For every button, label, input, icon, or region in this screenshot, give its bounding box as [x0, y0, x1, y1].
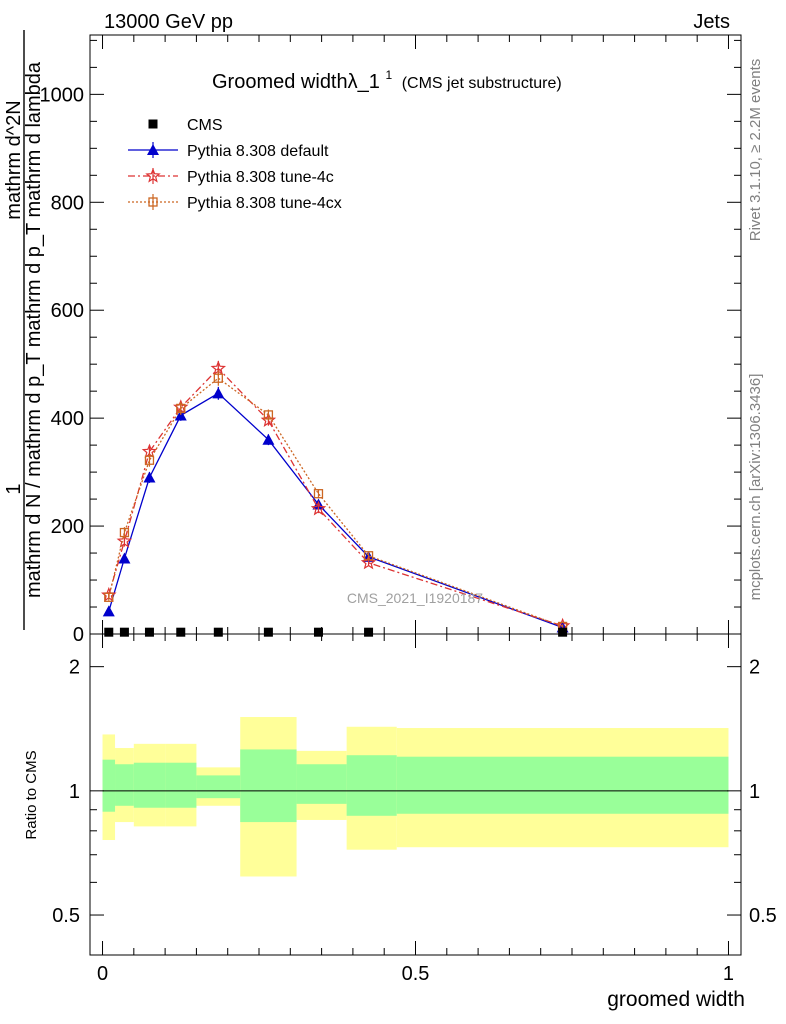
y-tick-label: 400	[51, 408, 84, 430]
y-tick-label: 1000	[40, 84, 85, 106]
legend-marker	[148, 119, 158, 129]
cms-data-point	[119, 627, 129, 637]
data-point	[363, 551, 374, 561]
series-pythia-8-308-tune-4c	[101, 360, 571, 633]
cms-data-point	[313, 627, 323, 637]
ratio-y-tick-label-right: 1	[749, 781, 760, 803]
data-point	[118, 552, 131, 564]
data-point	[213, 373, 223, 383]
ratio-y-tick-label-right: 2	[749, 657, 760, 679]
legend-entry-3: Pythia 8.308 tune-4cx	[128, 194, 342, 212]
x-tick-label: 0.5	[402, 963, 430, 985]
ratio-band-inner-7	[346, 755, 397, 816]
watermark: CMS_2021_I1920187	[347, 590, 483, 606]
ratio-band-inner-8	[396, 756, 729, 814]
data-point	[313, 489, 324, 499]
data-point	[212, 387, 225, 399]
data-point	[119, 527, 130, 538]
ratio-y-tick-label-left: 2	[69, 657, 80, 679]
cms-data-point	[213, 627, 223, 637]
y-label-main: mathrm d^2N	[3, 100, 25, 219]
axis-ticks: 0 200 400 600 800 1000 0 0.5 1 0.5 0.5 1 1 2 2	[40, 35, 777, 985]
ratio-y-tick-label-right: 0.5	[749, 905, 777, 927]
y-tick-label: 0	[73, 624, 84, 646]
data-point	[260, 412, 277, 427]
ratio-band-inner-5	[240, 749, 297, 823]
cms-data-point	[176, 627, 186, 637]
legend-marker	[147, 144, 159, 155]
data-point	[174, 409, 187, 421]
series-line	[108, 377, 563, 628]
ratio-y-tick-label-left: 0.5	[52, 905, 80, 927]
ratio-band-inner-6	[296, 764, 347, 804]
data-point	[116, 533, 133, 548]
ratio-band-inner-4	[196, 775, 241, 799]
series-pythia-8-308-tune-4cx	[104, 370, 568, 632]
x-label: groomed width	[607, 988, 745, 1011]
cms-data-point	[364, 627, 374, 637]
data-point	[360, 554, 377, 570]
legend: CMS Pythia 8.308 default Pythia 8.308 tune…	[128, 117, 342, 212]
series-cms	[104, 627, 568, 637]
data-series	[101, 360, 571, 637]
chart-title-main: Groomed widthλ_1	[212, 71, 380, 93]
legend-label: Pythia 8.308 tune-4c	[187, 169, 334, 186]
legend-label: Pythia 8.308 tune-4cx	[187, 195, 342, 212]
data-point	[262, 433, 275, 445]
x-tick-label: 1	[723, 963, 734, 985]
y-tick-label: 800	[51, 192, 84, 214]
series-line	[108, 392, 563, 629]
cms-data-point	[104, 627, 114, 637]
ratio-y-label: Ratio to CMS	[23, 750, 40, 839]
y-label-numerator: 1	[3, 483, 25, 494]
legend-entry-1: Pythia 8.308 default	[128, 142, 329, 160]
legend-label: Pythia 8.308 default	[187, 143, 329, 160]
chart-title: Groomed widthλ_1 1 (CMS jet substructure…	[212, 62, 562, 93]
ratio-band-inner-3	[165, 762, 197, 808]
cms-data-point	[558, 627, 568, 637]
data-point	[310, 500, 327, 516]
legend-label: CMS	[187, 117, 223, 134]
data-point	[176, 403, 186, 414]
data-point	[143, 471, 156, 483]
cms-data-point	[263, 627, 273, 637]
ratio-band-inner-0	[102, 759, 116, 812]
data-point	[104, 592, 114, 602]
rivet-label: Rivet 3.1.10, ≥ 2.2M events	[747, 59, 764, 242]
y-tick-label: 600	[51, 300, 84, 322]
chart-title-sup: 1	[385, 68, 392, 82]
legend-entry-0: CMS	[148, 117, 223, 134]
ratio-uncertainty-bands	[102, 717, 729, 877]
legend-marker	[148, 197, 158, 207]
legend-entry-2: Pythia 8.308 tune-4c	[128, 167, 334, 186]
header-left: 13000 GeV pp	[104, 11, 233, 33]
data-point	[102, 605, 115, 617]
y-label-denominator: mathrm d N / mathrm d p_T mathrm d p_T m…	[23, 61, 45, 598]
y-tick-label: 200	[51, 516, 84, 538]
x-tick-label: 0	[97, 963, 108, 985]
mcplots-label: mcplots.cern.ch [arXiv:1306.3436]	[747, 374, 764, 601]
header-right: Jets	[693, 11, 730, 33]
chart-title-note: (CMS jet substructure)	[402, 75, 562, 92]
ratio-band-inner-1	[115, 764, 134, 806]
series-pythia-8-308-default	[102, 386, 569, 633]
cms-data-point	[144, 627, 154, 637]
ratio-y-tick-label-left: 1	[69, 781, 80, 803]
data-point	[144, 455, 155, 465]
data-point	[263, 410, 274, 420]
ratio-band-inner-2	[133, 762, 166, 808]
legend-marker	[145, 167, 161, 183]
